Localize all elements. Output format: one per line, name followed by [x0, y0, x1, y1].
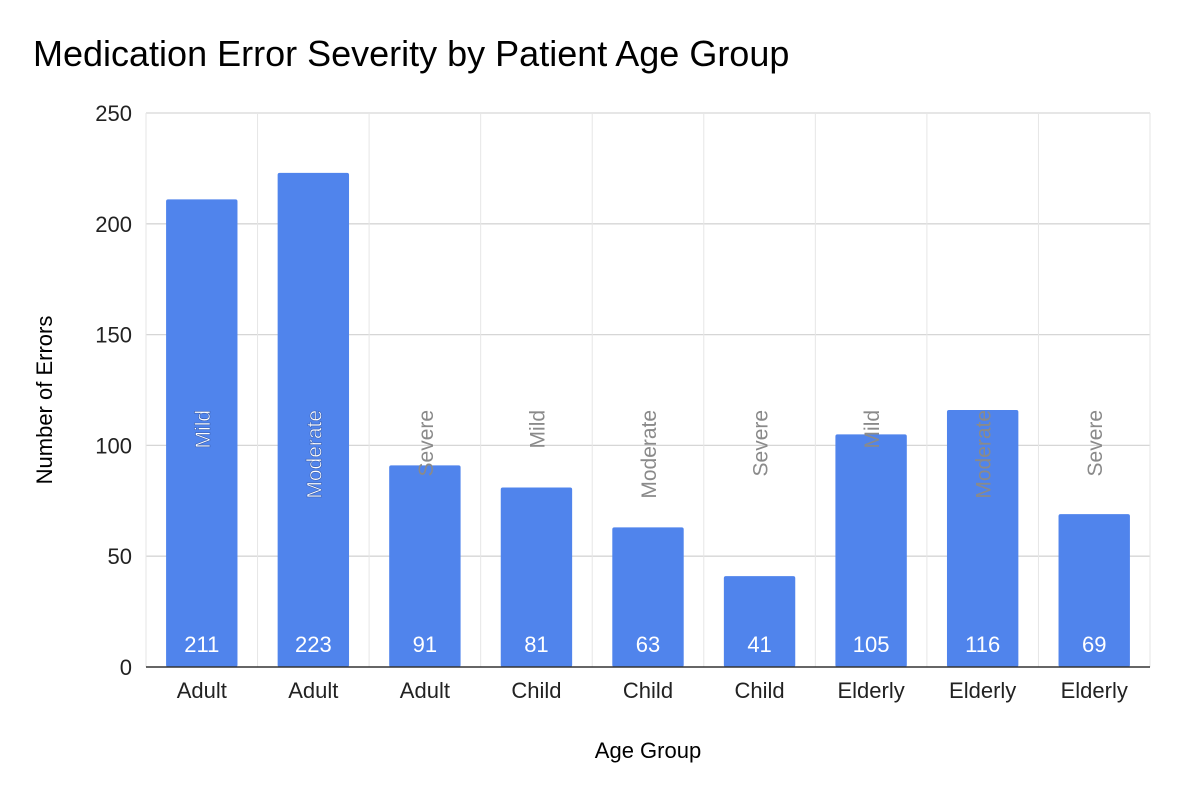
bar-value-label: 63 — [636, 632, 660, 657]
bar-value-label: 91 — [413, 632, 437, 657]
bar-value-label: 105 — [853, 632, 890, 657]
bar — [277, 172, 350, 667]
y-tick-label: 100 — [95, 433, 132, 458]
x-tick-label: Child — [734, 678, 784, 703]
severity-label: Moderate — [973, 410, 996, 499]
bar — [166, 199, 238, 667]
bar — [500, 487, 573, 667]
bar-value-label: 223 — [295, 632, 332, 657]
severity-label: Severe — [1084, 410, 1107, 477]
severity-label: Moderate — [303, 410, 326, 499]
severity-label: Mild — [192, 410, 215, 449]
bar-value-label: 41 — [747, 632, 771, 657]
severity-label: Severe — [415, 410, 438, 477]
bar — [612, 527, 684, 667]
y-axis-title: Number of Errors — [32, 316, 57, 485]
y-tick-label: 200 — [95, 212, 132, 237]
bar-value-label: 116 — [965, 632, 1000, 657]
y-tick-label: 150 — [95, 323, 132, 348]
x-tick-label: Child — [623, 678, 673, 703]
x-tick-label: Elderly — [1061, 678, 1128, 703]
x-tick-label: Child — [511, 678, 561, 703]
bar — [946, 409, 1019, 667]
x-tick-label: Elderly — [837, 678, 904, 703]
bar-value-label: 211 — [184, 632, 219, 657]
bar — [389, 465, 461, 667]
x-tick-label: Adult — [177, 678, 227, 703]
severity-label: Moderate — [638, 410, 661, 499]
bar-value-label: 81 — [524, 632, 548, 657]
bars — [166, 172, 1130, 667]
bar-value-label: 69 — [1082, 632, 1106, 657]
severity-label: Mild — [861, 410, 884, 449]
severity-label: Mild — [526, 410, 549, 449]
severity-label: Severe — [750, 410, 773, 477]
chart-title: Medication Error Severity by Patient Age… — [33, 33, 789, 74]
x-axis-ticks: Adult Adult Adult Child Child Child Elderly Eld… — [177, 678, 1128, 703]
bar — [1058, 514, 1130, 667]
bar — [723, 576, 796, 667]
x-tick-label: Elderly — [949, 678, 1016, 703]
bar — [835, 434, 907, 667]
y-tick-label: 0 — [120, 655, 132, 680]
x-axis-title: Age Group — [595, 738, 701, 763]
x-tick-label: Adult — [400, 678, 450, 703]
x-tick-label: Adult — [288, 678, 338, 703]
y-tick-label: 50 — [108, 544, 132, 569]
y-tick-label: 250 — [95, 101, 132, 126]
data-labels: 211 Mild 223 Moderate 91 Severe 81 Mild 63 Modera… — [184, 410, 1107, 657]
y-axis-ticks: 0 50 100 150 200 250 — [95, 101, 132, 680]
